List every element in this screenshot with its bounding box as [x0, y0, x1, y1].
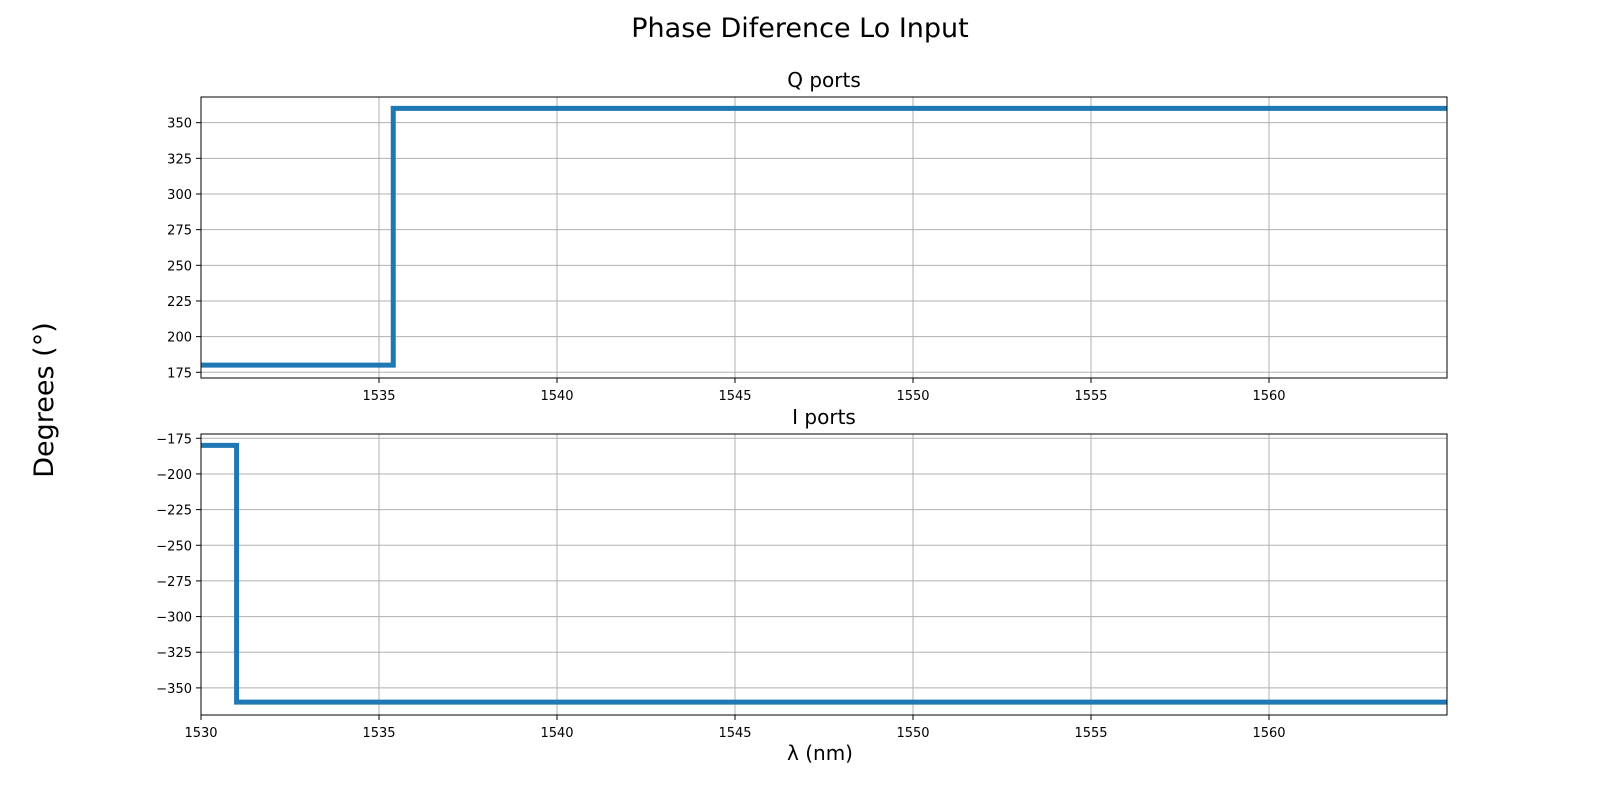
q-ports-y-tick-label: 325	[167, 152, 192, 167]
i-ports-series-line	[201, 442, 1447, 705]
i-ports-x-tick-label: 1555	[1074, 726, 1107, 741]
i-ports-title: I ports	[792, 405, 856, 429]
figure-title: Phase Diference Lo Input	[631, 13, 968, 44]
i-ports-x-tick-label: 1535	[362, 726, 395, 741]
q-ports-y-tick-label: 275	[167, 224, 192, 239]
i-ports-y-tick-label: −325	[156, 646, 192, 661]
i-ports-y-tick-label: −175	[156, 432, 192, 447]
q-ports-y-tick-label: 225	[167, 295, 192, 310]
i-ports-panel: 1530 1535 1540 1545 1550 1555 1560 −175 −200 −225…	[156, 405, 1448, 741]
q-ports-x-tick-label: 1555	[1074, 389, 1107, 404]
q-ports-y-tick-label: 300	[167, 188, 192, 203]
q-ports-x-tick-label: 1560	[1252, 389, 1285, 404]
i-ports-x-tick-label: 1530	[184, 726, 217, 741]
q-ports-panel: 1535 1540 1545 1550 1555 1560 175 200 225 250 275 3…	[167, 68, 1448, 404]
q-ports-y-tick-label: 350	[167, 117, 192, 132]
i-ports-y-tick-label: −200	[156, 468, 192, 483]
i-ports-y-tick-label: −275	[156, 575, 192, 590]
q-ports-y-tick-label: 175	[167, 366, 192, 381]
q-ports-y-tick-label: 200	[167, 331, 192, 346]
q-ports-x-tick-label: 1550	[896, 389, 929, 404]
i-ports-y-tick-label: −350	[156, 682, 192, 697]
q-ports-y-tick-label: 250	[167, 259, 192, 274]
q-ports-series-line	[201, 105, 1447, 368]
i-ports-y-tick-label: −300	[156, 611, 192, 626]
x-axis-label: λ (nm)	[787, 741, 853, 765]
i-ports-x-tick-label: 1540	[540, 726, 573, 741]
q-ports-title: Q ports	[787, 68, 861, 92]
i-ports-x-tick-label: 1560	[1252, 726, 1285, 741]
y-axis-label: Degrees (°)	[29, 322, 60, 478]
q-ports-x-tick-label: 1535	[362, 389, 395, 404]
i-ports-x-tick-label: 1550	[896, 726, 929, 741]
i-ports-y-tick-label: −250	[156, 539, 192, 554]
q-ports-x-tick-label: 1545	[718, 389, 751, 404]
i-ports-axes-frame	[200, 433, 1448, 716]
i-ports-y-tick-label: −225	[156, 504, 192, 519]
q-ports-x-tick-label: 1540	[540, 389, 573, 404]
i-ports-x-tick-label: 1545	[718, 726, 751, 741]
q-ports-axes-frame	[200, 96, 1448, 379]
